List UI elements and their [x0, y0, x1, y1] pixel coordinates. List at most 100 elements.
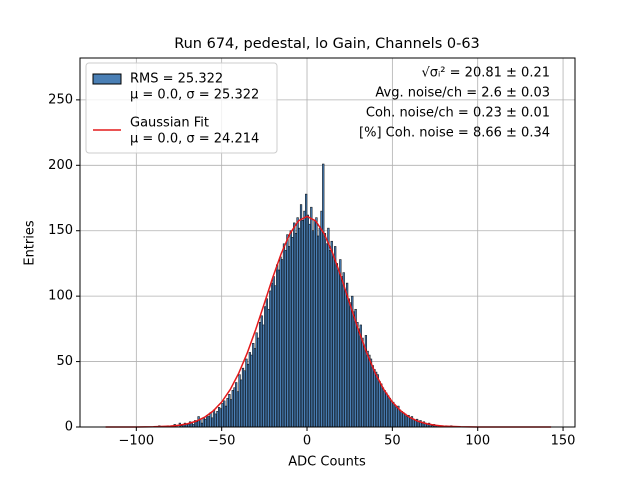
histogram-bar — [241, 367, 245, 428]
histogram-bar — [315, 217, 318, 428]
histogram-bar — [281, 259, 284, 428]
annotation: Coh. noise/ch = 0.23 ± 0.01 — [366, 106, 550, 121]
histogram-bar — [207, 416, 210, 428]
annotation: Avg. noise/ch = 2.6 ± 0.03 — [375, 86, 550, 101]
histogram-bar — [200, 422, 204, 428]
legend-box — [85, 62, 278, 154]
histogram-bar — [318, 227, 321, 428]
histogram-bar — [373, 369, 376, 428]
histogram-bar — [235, 382, 238, 428]
histogram-bar — [228, 394, 231, 428]
x-tick-label: −100 — [118, 434, 154, 449]
histogram-bar — [195, 421, 199, 428]
histogram-bar — [267, 308, 270, 428]
histogram-bar — [253, 348, 257, 428]
histogram-bar — [330, 240, 333, 428]
histogram-bar — [395, 407, 398, 428]
histogram-bar — [313, 220, 316, 428]
histogram-bar — [342, 272, 345, 428]
legend-label: Gaussian Fit — [130, 116, 209, 131]
histogram-bar — [229, 399, 233, 428]
histogram-bar — [276, 264, 279, 428]
histogram-bar — [248, 352, 251, 428]
histogram-bar — [344, 289, 347, 428]
histogram-bar — [320, 210, 323, 428]
legend-label: μ = 0.0, σ = 24.214 — [130, 132, 259, 147]
histogram-bar — [351, 295, 354, 428]
histogram-bar — [218, 407, 221, 428]
y-tick-label: 100 — [48, 289, 73, 304]
histogram-bar — [380, 383, 383, 428]
fit-line — [105, 215, 552, 428]
histogram-bar — [404, 413, 407, 428]
histogram-bar — [224, 405, 228, 428]
histogram-bar — [250, 354, 253, 428]
histogram-bar — [385, 392, 388, 428]
histogram-bar — [197, 416, 200, 428]
histogram-bar — [398, 409, 402, 428]
histogram-bar — [264, 306, 267, 428]
histogram-bar — [375, 371, 378, 428]
histogram-bar — [299, 204, 303, 428]
histogram-bar — [310, 206, 313, 428]
y-tick-label: 50 — [56, 354, 73, 369]
histogram-bar — [359, 324, 362, 428]
histogram-bar — [270, 282, 274, 428]
histogram-bar — [347, 298, 350, 428]
histogram-bar — [223, 400, 226, 428]
histogram-bar — [369, 358, 373, 428]
histogram-bar — [277, 269, 280, 428]
y-axis-label: Entries — [23, 220, 38, 266]
histogram-bar — [332, 256, 335, 428]
legend-label: μ = 0.0, σ = 25.322 — [130, 88, 259, 103]
histogram-bar — [337, 269, 340, 428]
histogram-bar — [388, 397, 391, 428]
histogram-bar — [340, 276, 344, 428]
histogram-bar — [296, 217, 299, 428]
legend-label: RMS = 25.322 — [130, 72, 223, 87]
legend-swatch — [92, 73, 122, 85]
histogram-bar — [322, 163, 325, 428]
histogram-bar — [328, 250, 332, 428]
histogram-bar — [405, 416, 408, 428]
histogram-bar — [243, 370, 246, 428]
histogram-bar — [221, 403, 224, 428]
x-tick-label: −50 — [208, 434, 235, 449]
histogram-bar — [317, 235, 320, 428]
x-tick-label: 0 — [303, 434, 311, 449]
histogram-bar — [306, 214, 309, 428]
histogram-bar — [363, 345, 366, 428]
histogram-bar — [354, 308, 357, 428]
histogram-bar — [279, 256, 282, 428]
histogram-bar — [255, 332, 258, 428]
histogram-bar — [258, 322, 262, 428]
histogram-bar — [216, 411, 219, 428]
histogram-bar — [301, 220, 304, 428]
histogram-bar — [245, 358, 248, 428]
histogram-bar — [327, 227, 330, 428]
histogram-bar — [393, 404, 397, 428]
histogram-bar — [378, 380, 381, 428]
histogram-bar — [376, 374, 379, 428]
histogram-bar — [400, 411, 403, 428]
histogram-bar — [334, 246, 337, 428]
histogram-bar — [262, 324, 265, 428]
histogram-bar — [252, 343, 255, 428]
histogram-bar — [392, 401, 395, 428]
x-tick-label: 100 — [465, 434, 490, 449]
histogram-bar — [371, 365, 374, 428]
histogram-bar — [236, 391, 239, 428]
histogram-bar — [257, 337, 260, 428]
histogram-bar — [335, 263, 338, 428]
histogram-bar — [293, 222, 296, 428]
annotation: [%] Coh. noise = 8.66 ± 0.34 — [359, 126, 550, 141]
histogram-bar — [368, 354, 371, 428]
plot-frame — [79, 57, 576, 428]
histogram-bar — [291, 237, 294, 428]
histogram-bar — [204, 418, 207, 428]
histogram-bar — [286, 234, 289, 428]
histogram-bar — [247, 363, 250, 428]
histogram-bar — [238, 374, 241, 428]
y-tick-label: 250 — [48, 92, 73, 107]
